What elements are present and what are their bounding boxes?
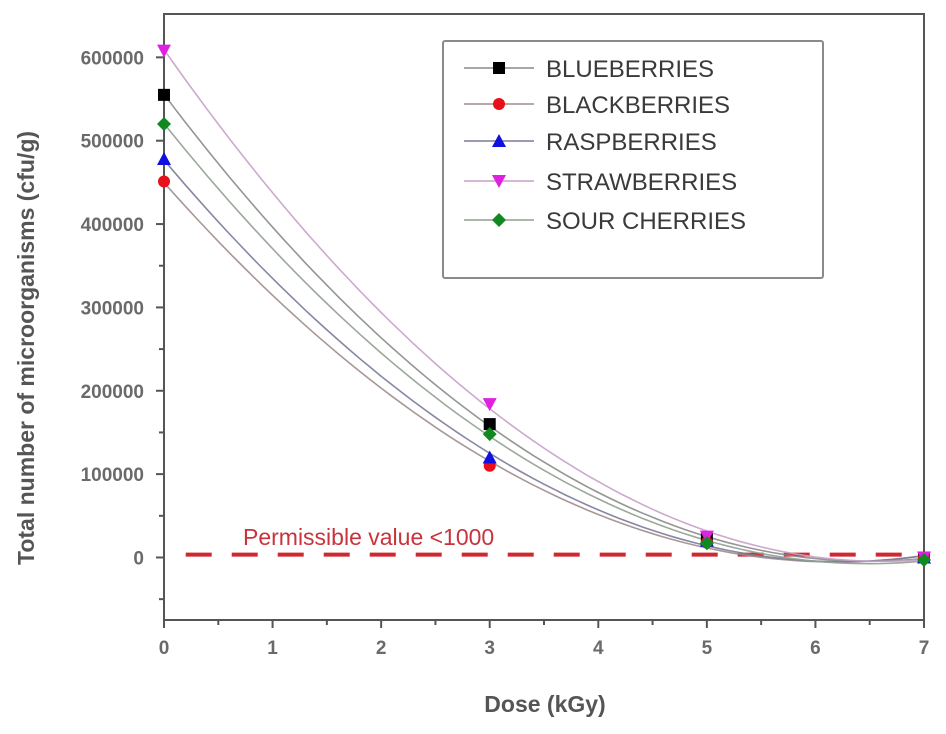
marker-raspberries <box>482 450 497 464</box>
legend-marker-icon <box>492 134 506 147</box>
marker-blackberries <box>158 175 170 188</box>
marker-sour-cherries <box>917 552 931 567</box>
x-tick-label: 2 <box>376 638 387 659</box>
fit-curves <box>163 49 925 565</box>
fit-curve-sour-cherries <box>163 122 925 565</box>
y-tick-label: 600000 <box>81 48 144 69</box>
fit-curve-blueberries <box>163 93 925 563</box>
y-tick-label: 200000 <box>81 382 144 403</box>
x-tick-label: 3 <box>484 638 495 659</box>
legend-marker-icon <box>493 62 505 74</box>
legend-marker-icon <box>493 98 505 110</box>
legend-label: RASPBERRIES <box>546 129 717 156</box>
y-axis-title: Total number of microorganisms (cfu/g) <box>13 131 39 565</box>
legend-item-blackberries: BLACKBERRIES <box>464 92 730 119</box>
y-tick-label: 0 <box>133 548 144 569</box>
legend-box <box>442 40 824 279</box>
data-markers <box>157 44 931 567</box>
marker-sour-cherries <box>699 536 714 551</box>
marker-sour-cherries <box>482 427 497 442</box>
marker-sour-cherries <box>157 117 171 132</box>
y-tick-label: 100000 <box>81 465 144 486</box>
legend-item-blueberries: BLUEBERRIES <box>464 56 714 83</box>
legend-label: BLACKBERRIES <box>546 92 730 119</box>
x-tick-label: 4 <box>593 638 604 659</box>
legend-marker-icon <box>492 213 506 227</box>
marker-blueberries <box>483 418 496 431</box>
x-axis-ticks: 0 1 2 3 4 5 6 7 <box>159 620 930 659</box>
x-axis-title: Dose (kGy) <box>484 691 605 717</box>
legend-item-raspberries: RASPBERRIES <box>464 129 717 156</box>
legend-label: SOUR CHERRIES <box>546 208 746 235</box>
legend-item-sour-cherries: SOUR CHERRIES <box>464 208 746 235</box>
y-axis-ticks: 0 100000 200000 300000 400000 500000 600000 <box>81 48 164 601</box>
x-tick-label: 6 <box>810 638 821 659</box>
permissible-value-annotation: Permissible value <1000 <box>243 524 494 550</box>
legend: BLUEBERRIES BLACKBERRIES RASPBERRIES STRAWB… <box>442 40 824 279</box>
fit-curve-blackberries <box>163 182 925 563</box>
x-tick-label: 7 <box>919 638 930 659</box>
x-tick-label: 0 <box>159 638 170 659</box>
legend-marker-icon <box>492 175 506 188</box>
y-tick-label: 400000 <box>81 215 144 236</box>
legend-label: STRAWBERRIES <box>546 169 737 196</box>
x-tick-label: 1 <box>267 638 278 659</box>
marker-strawberries <box>482 398 497 412</box>
fit-curve-strawberries <box>163 49 925 563</box>
marker-raspberries <box>157 152 171 166</box>
y-tick-label: 500000 <box>81 132 144 153</box>
legend-item-strawberries: STRAWBERRIES <box>464 169 737 196</box>
marker-blueberries <box>158 88 170 101</box>
legend-label: BLUEBERRIES <box>546 56 714 83</box>
y-tick-label: 300000 <box>81 298 144 319</box>
marker-strawberries <box>157 44 171 58</box>
x-tick-label: 5 <box>702 638 713 659</box>
